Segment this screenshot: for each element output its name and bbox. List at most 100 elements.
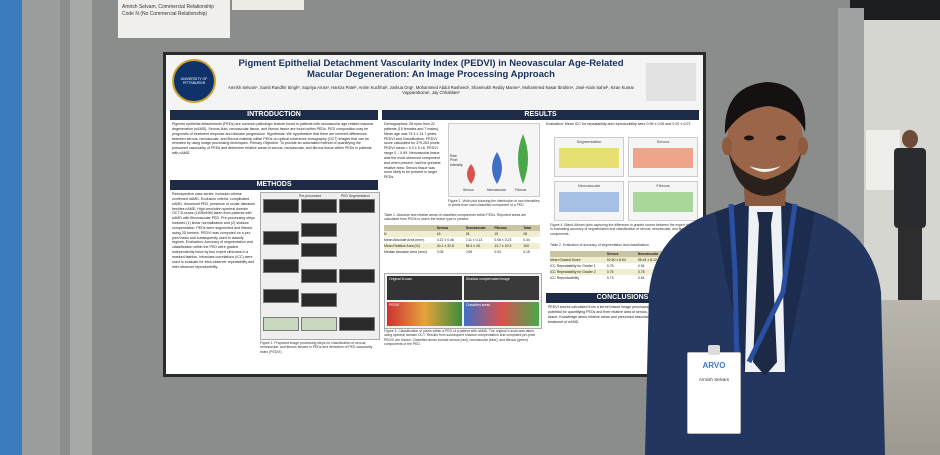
table-2-title: Table 2. Evaluation of accuracy of segme… (550, 243, 649, 247)
table-cell: 92.60 ± 8.64 (606, 258, 626, 262)
fig1-label-preprocessed: Pre-processed (299, 194, 322, 198)
table-cell: 0.03 (494, 250, 501, 254)
table-cell: 0.15 (523, 250, 530, 254)
fig1-image (301, 199, 337, 213)
table-cell: 0.44 (523, 238, 530, 242)
left-eye (744, 135, 754, 141)
fig1-image (301, 293, 337, 307)
ba-plot-area (633, 148, 693, 168)
table-cell: 28 (465, 232, 470, 236)
table-cell: 0.22 ± 0.46 (436, 238, 454, 242)
presenter (645, 82, 885, 455)
ba-title-neovascular: Neovascular (577, 183, 601, 188)
demographics-text: Demographics: 28 eyes from 22 patients (… (384, 122, 441, 180)
table-cell: ICC Repeatability for Grader 2 (550, 270, 596, 274)
ba-plot-area (633, 192, 693, 212)
badge-clip (708, 345, 720, 355)
fig1-image (263, 199, 299, 213)
poster-title: Pigment Epithelial Detachment Vascularit… (238, 58, 624, 80)
fig3-label-original: Original B-scan (389, 277, 413, 281)
board-frame-left (70, 0, 92, 455)
table-cell: N (384, 232, 387, 236)
background-person (892, 130, 926, 300)
figure-3: Original B-scan Shadow compensated image… (384, 273, 542, 329)
fig1-image (301, 223, 337, 237)
table-cell: ICC Reproducibility (550, 276, 580, 280)
table-cell: 0.06 (465, 250, 473, 254)
fig1-image (301, 243, 337, 257)
fig3-label-shadow: Shadow compensated image (466, 277, 510, 281)
research-poster: UNIVERSITY OF PITTSBURGH Pigment Epithel… (163, 52, 706, 377)
fig1-image (263, 231, 299, 245)
fig1-image (263, 259, 299, 273)
author-note: Amrish Selvam, Commercial Relationship C… (118, 0, 230, 38)
table-row: Mean Relative Area (%) 40.1 ± 32.8 58.4 ± … (384, 243, 540, 249)
table-cell: Mean Absolute Area (mm²) (384, 238, 425, 242)
ba-plot-segmentation: Segmentation (554, 137, 624, 177)
violin-label-neovascular: Neovascular (487, 188, 506, 192)
table-cell: 0.78 (606, 264, 614, 268)
table-cell: 0.94 (637, 264, 645, 268)
table-cell: Fibrous (494, 226, 507, 230)
fig3-original-bscan: Original B-scan (387, 276, 462, 300)
table-cell: 16 (436, 232, 441, 236)
hair (724, 82, 806, 134)
ba-plot-serous: Serous (628, 137, 698, 177)
fig1-image (301, 269, 337, 283)
ba-plot-area (559, 192, 619, 212)
badge-name: Amrish Selvam (698, 377, 730, 382)
table-cell: Total (523, 226, 532, 230)
fig3-shadow-compensated: Shadow compensated image (464, 276, 539, 300)
ba-title-fibrous: Fibrous (656, 183, 670, 188)
logo-label: UNIVERSITY OF PITTSBURGH (180, 77, 208, 86)
table-row: N 16 28 19 28 (384, 231, 540, 237)
table-cell: 0.73 (606, 276, 614, 280)
section-methods: METHODS (170, 180, 378, 190)
conclusions-text: PEDVI scores calculated from a kernel ba… (548, 305, 697, 324)
introduction-text: Pigment epithelial detachments (PEDs) ar… (172, 122, 374, 156)
lapel-left (715, 200, 749, 372)
violin-neovascular (492, 152, 502, 184)
fig3-label-pedvi: PEDVI (389, 303, 400, 307)
poster-header (166, 55, 703, 111)
table-1: Serous Neovascular Fibrous Total N 16 28 19 28 Me… (384, 225, 540, 255)
table-cell: 0.76 (606, 270, 614, 274)
methods-text: Retrospective case-series. Inclusion cri… (172, 192, 255, 269)
violin-label-serous: Serous (463, 188, 474, 192)
ba-plot-fibrous: Fibrous (628, 181, 698, 221)
fig3-classified-areas: Classified areas (464, 302, 539, 326)
figure-2-caption: Figure 2. Violin plot showing the distri… (448, 199, 540, 208)
evaluation-text: Evaluation: Mean ICC for repeatability a… (546, 122, 692, 126)
fig1-image (339, 317, 375, 331)
table-cell: Mean Relative Area (%) (384, 244, 420, 248)
right-eye (776, 135, 786, 141)
table-row: Serous Neovascular Fibrous Total (384, 225, 540, 231)
violin-label-fibrous: Fibrous (515, 188, 527, 192)
violin-serous (467, 164, 475, 184)
table-cell: 28 (523, 232, 527, 236)
table-cell: Neovascular (465, 226, 486, 230)
note-strip (232, 0, 304, 10)
table-row: Median Absolute Area (mm²) 0.05 0.06 0.03 0.… (384, 249, 540, 255)
table-row: Mean Absolute Area (mm²) 0.22 ± 0.46 0.11 … (384, 237, 540, 243)
table-cell: Median Absolute Area (mm²) (384, 250, 427, 254)
table-1-title: Table 1. Absolute and relative areas of … (384, 213, 527, 222)
table-cell: 13.7 ± 20.9 (494, 244, 512, 248)
table-cell: 58.4 ± 28 (465, 244, 480, 248)
table-cell: 40.1 ± 32.8 (436, 244, 454, 248)
table-cell: 0.81 (637, 276, 645, 280)
section-conclusions: CONCLUSIONS (546, 293, 699, 303)
table-cell: 0.78 (637, 270, 645, 274)
table-cell: Mean Graded Score (550, 258, 581, 262)
lanyard (728, 203, 740, 363)
ba-title-segmentation: Segmentation (576, 139, 602, 144)
fig1-image (301, 317, 337, 331)
beard (729, 152, 801, 196)
poster-authors: Amrish Selvam¹, Sumit Randhir Singh², Su… (228, 85, 634, 96)
ba-plot-area (559, 148, 619, 168)
figure-3-caption: Figure 3. Classification of pixels withi… (384, 329, 536, 347)
smile (749, 166, 781, 172)
table-cell: Neovascular (637, 252, 659, 256)
table-cell: 0.05 (436, 250, 444, 254)
figure-1-caption: Figure 1. Proposed image processing step… (260, 341, 373, 354)
